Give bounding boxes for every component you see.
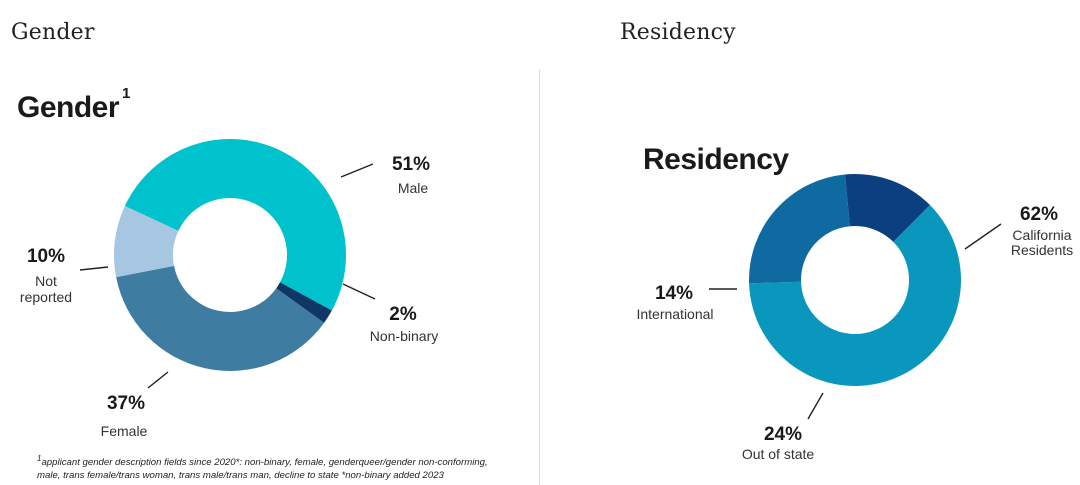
gender-chart-title: Gender 1 <box>17 85 130 125</box>
gender-value-male: 51% <box>392 154 430 175</box>
gender-slice-not-reported <box>114 205 179 278</box>
footnote-line-1: 1applicant gender description fields sin… <box>37 452 488 469</box>
residency-leader-california-residents <box>964 223 1002 250</box>
residency-section-label: Residency <box>620 20 736 45</box>
panel-divider <box>539 70 540 485</box>
residency-label-international: International <box>636 306 713 322</box>
gender-slice-non-binary <box>276 282 332 323</box>
gender-label-non-binary: Non-binary <box>370 328 438 344</box>
gender-footnote: 1applicant gender description fields sin… <box>37 452 488 482</box>
residency-label-california-residents: Residents <box>1011 242 1073 258</box>
gender-label-not-reported: Not <box>35 273 57 289</box>
residency-value-california-residents: 62% <box>1020 204 1058 225</box>
residency-slice-out-of-state <box>749 174 850 284</box>
residency-panel: Residency Residency 62% California Residen… <box>540 0 1080 485</box>
gender-leader-non-binary <box>342 283 376 300</box>
gender-leader-female <box>147 371 169 389</box>
footnote-text-1: applicant gender description fields sinc… <box>41 457 488 469</box>
footnote-text-2: male, trans female/trans woman, trans ma… <box>37 470 444 482</box>
gender-title-footnote-marker: 1 <box>122 85 130 102</box>
gender-section-label: Gender <box>11 20 95 45</box>
residency-value-international: 14% <box>655 283 693 304</box>
residency-leader-out-of-state <box>807 392 824 420</box>
gender-label-male: Male <box>398 180 429 196</box>
gender-label-female: Female <box>101 423 148 439</box>
gender-slice-male <box>124 139 346 311</box>
gender-chart-title-text: Gender <box>17 91 120 124</box>
gender-value-not-reported: 10% <box>27 246 65 267</box>
footnote-marker: 1 <box>37 454 42 463</box>
gender-donut-chart: 51% Male 2% Non-binary 37% Female 10% Notreport… <box>20 139 438 439</box>
gender-value-female: 37% <box>107 393 145 414</box>
residency-chart-title: Residency <box>643 143 789 176</box>
residency-label-out-of-state: Out of state <box>742 446 815 462</box>
gender-leader-not-reported <box>79 266 109 271</box>
gender-leader-male <box>340 163 374 178</box>
gender-label-not-reported: reported <box>20 289 72 305</box>
residency-slice-california-residents <box>749 205 961 386</box>
residency-slice-international <box>845 174 930 242</box>
gender-value-non-binary: 2% <box>389 304 417 325</box>
residency-value-out-of-state: 24% <box>764 424 802 445</box>
residency-label-california-residents: California <box>1012 227 1071 243</box>
gender-slice-female <box>116 265 325 372</box>
gender-panel: Gender Gender 1 51% Male 2% Non-binary 37% Fem… <box>11 20 540 485</box>
